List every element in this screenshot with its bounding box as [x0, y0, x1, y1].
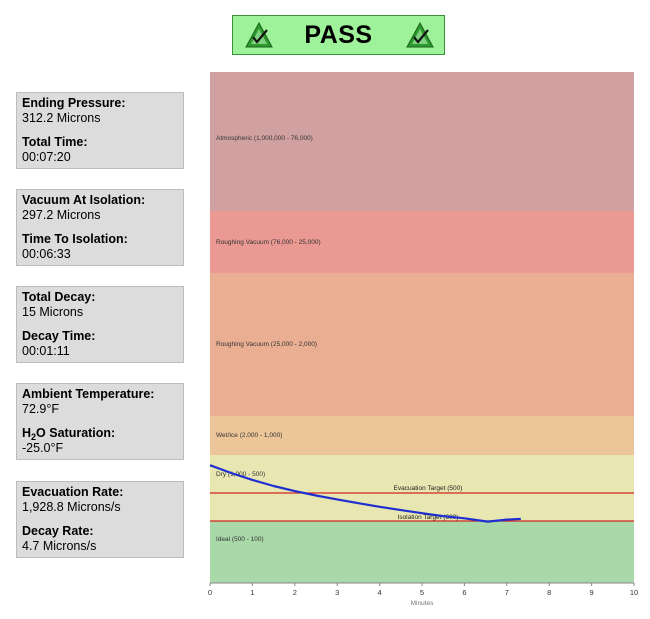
total-decay-value: 15 Microns: [22, 305, 84, 319]
x-tick-label: 5: [420, 588, 424, 597]
decay-card: Total Decay: 15 Microns Decay Time: 00:0…: [16, 286, 184, 363]
band-label: Atmospheric (1,000,000 - 76,000): [216, 135, 313, 142]
pressure-series-line: [209, 464, 521, 523]
band-label: Wet/Ice (2,000 - 1,000): [216, 432, 282, 439]
x-axis-title: Minutes: [411, 600, 435, 607]
chart-band: [210, 416, 634, 455]
threshold-label: Evacuation Target (500): [394, 485, 463, 492]
x-tick-label: 2: [293, 588, 297, 597]
x-tick-label: 8: [547, 588, 551, 597]
total-time-label: Total Time:: [22, 135, 88, 149]
h2o-subscript: 2: [31, 432, 37, 442]
x-tick-label: 10: [630, 588, 638, 597]
band-label: Ideal (500 - 100): [216, 536, 264, 543]
chart-band: [210, 211, 634, 273]
h2o-h: H: [22, 426, 32, 440]
total-decay-label: Total Decay:: [22, 290, 96, 304]
evacuation-rate-label: Evacuation Rate:: [22, 485, 124, 499]
threshold-label: Isolation Target (300): [398, 514, 459, 521]
ambient-temperature-label: Ambient Temperature:: [22, 387, 155, 401]
vacuum-at-isolation-value: 297.2 Microns: [22, 208, 101, 222]
pass-status-banner: PASS: [232, 15, 445, 55]
checkmark-triangle-icon: [245, 22, 273, 48]
time-to-isolation-label: Time To Isolation:: [22, 232, 128, 246]
time-to-isolation-value: 00:06:33: [22, 247, 71, 261]
h2o-rest: O Saturation:: [36, 426, 116, 440]
x-tick-label: 3: [335, 588, 339, 597]
vacuum-at-isolation-label: Vacuum At Isolation:: [22, 193, 146, 207]
pressure-time-card: Ending Pressure: 312.2 Microns Total Tim…: [16, 92, 184, 169]
x-tick-label: 1: [250, 588, 254, 597]
chart-band: [210, 72, 634, 211]
ending-pressure-value: 312.2 Microns: [22, 111, 101, 125]
h2o-saturation-value: -25.0°F: [22, 441, 64, 455]
x-tick-label: 6: [462, 588, 466, 597]
x-tick-label: 4: [378, 588, 382, 597]
decay-rate-label: Decay Rate:: [22, 524, 94, 538]
band-label: Roughing Vacuum (76,000 - 25,000): [216, 239, 321, 246]
band-label: Dry (1,000 - 500): [216, 471, 265, 478]
x-tick-label: 7: [505, 588, 509, 597]
ambient-temperature-value: 72.9°F: [22, 402, 59, 416]
ambient-card: Ambient Temperature: 72.9°F H2O Saturati…: [16, 383, 184, 460]
decay-time-value: 00:01:11: [22, 344, 70, 358]
checkmark-triangle-icon: [406, 22, 434, 48]
pass-label: PASS: [304, 21, 373, 49]
h2o-saturation-label: H2O Saturation:: [22, 426, 178, 442]
total-time-value: 00:07:20: [22, 150, 71, 164]
ending-pressure-label: Ending Pressure:: [22, 96, 126, 110]
evacuation-rate-value: 1,928.8 Microns/s: [22, 500, 121, 514]
x-tick-label: 0: [208, 588, 212, 597]
isolation-card: Vacuum At Isolation: 297.2 Microns Time …: [16, 189, 184, 266]
decay-rate-value: 4.7 Microns/s: [22, 539, 97, 553]
decay-time-label: Decay Time:: [22, 329, 96, 343]
chart-band: [210, 273, 634, 416]
x-tick-label: 9: [590, 588, 594, 597]
chart-band: [210, 521, 634, 583]
rate-card: Evacuation Rate: 1,928.8 Microns/s Decay…: [16, 481, 184, 558]
band-label: Roughing Vacuum (25,000 - 2,000): [216, 341, 317, 348]
